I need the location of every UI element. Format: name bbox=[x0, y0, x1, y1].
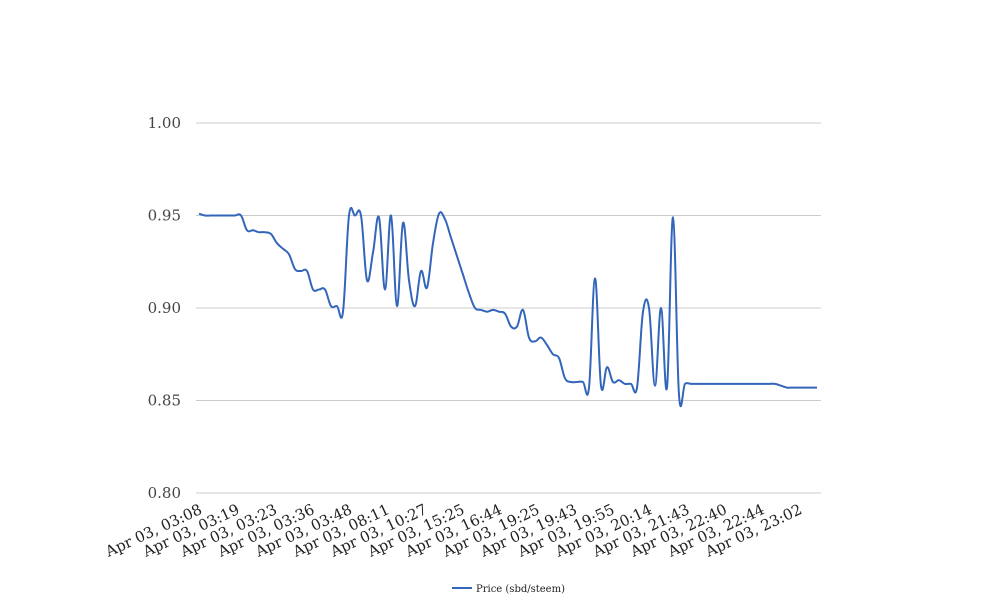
y-tick-label: 0.95 bbox=[148, 207, 181, 225]
series-layer bbox=[198, 206, 817, 407]
legend: Price (sbd/steem) bbox=[452, 584, 565, 595]
legend-label: Price (sbd/steem) bbox=[476, 584, 565, 595]
y-tick-label: 1.00 bbox=[148, 114, 181, 132]
gridlines bbox=[196, 122, 821, 494]
y-tick-label: 0.90 bbox=[148, 299, 181, 317]
y-tick-label: 0.80 bbox=[148, 484, 181, 502]
series-line-price bbox=[198, 206, 817, 407]
y-axis-tick-labels: 0.80 0.85 0.90 0.95 1.00 bbox=[148, 114, 181, 502]
y-tick-label: 0.85 bbox=[148, 392, 181, 410]
